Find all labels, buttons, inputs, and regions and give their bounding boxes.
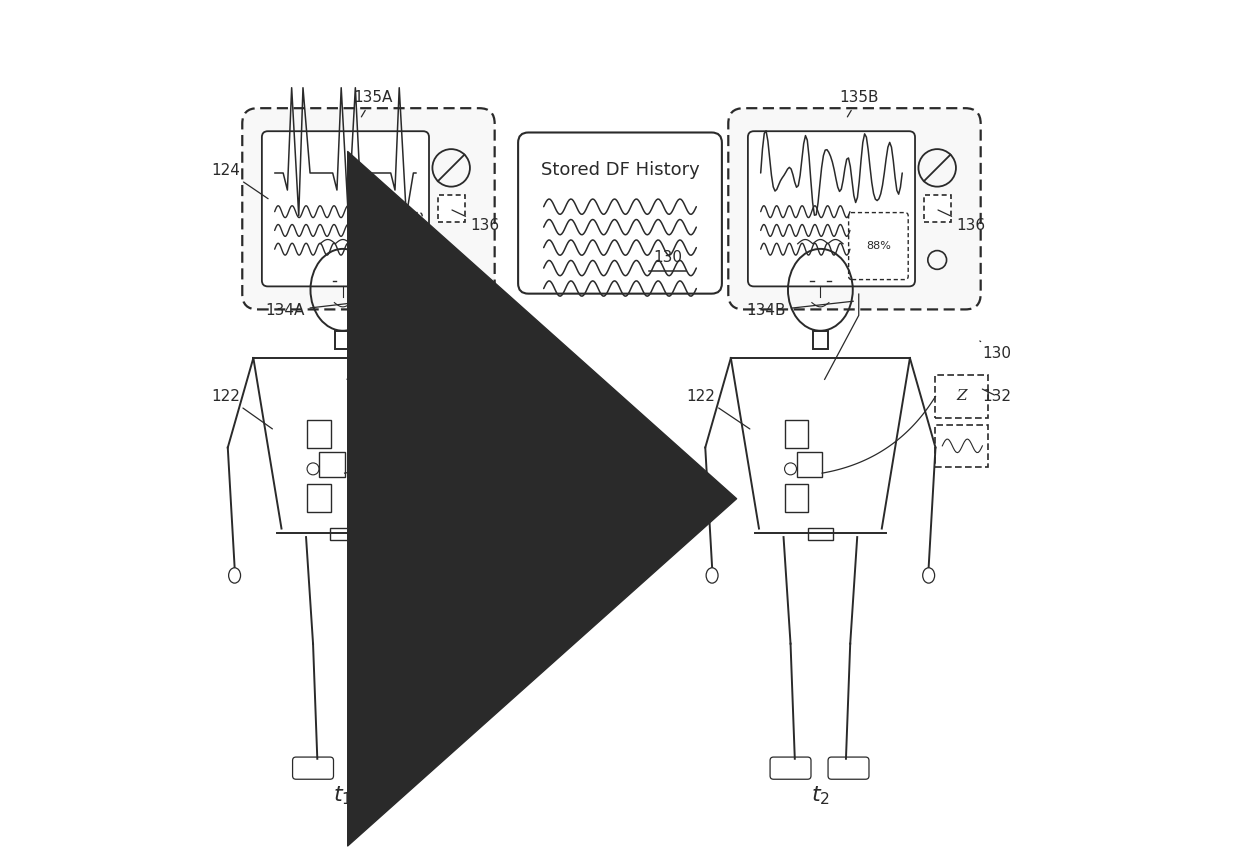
Bar xyxy=(812,331,828,350)
Bar xyxy=(807,528,833,540)
Text: 135A: 135A xyxy=(353,90,392,117)
Text: 135B: 135B xyxy=(839,90,878,117)
Bar xyxy=(335,331,351,350)
Bar xyxy=(935,375,988,418)
Bar xyxy=(458,424,511,468)
Text: 134B: 134B xyxy=(746,301,853,319)
Text: 122: 122 xyxy=(212,388,273,429)
Bar xyxy=(785,420,808,448)
Text: 122: 122 xyxy=(687,388,750,429)
Bar xyxy=(319,452,345,477)
Bar xyxy=(935,424,988,468)
Text: 130: 130 xyxy=(652,251,682,265)
FancyBboxPatch shape xyxy=(728,108,981,309)
Text: 136: 136 xyxy=(937,210,986,233)
Text: 130: 130 xyxy=(505,341,534,361)
Text: Stored DF History: Stored DF History xyxy=(541,161,699,179)
Text: 132: 132 xyxy=(982,388,1012,404)
Bar xyxy=(308,484,331,511)
Bar xyxy=(924,195,951,222)
Text: 130: 130 xyxy=(980,341,1012,361)
Text: 88%: 88% xyxy=(866,241,890,251)
FancyBboxPatch shape xyxy=(748,131,915,287)
Text: Z: Z xyxy=(479,389,490,404)
FancyBboxPatch shape xyxy=(848,213,908,280)
Bar xyxy=(308,420,331,448)
FancyBboxPatch shape xyxy=(362,213,422,280)
FancyBboxPatch shape xyxy=(518,133,722,294)
Text: $t_1$: $t_1$ xyxy=(334,784,352,807)
Text: Z: Z xyxy=(956,389,967,404)
Text: $t_2$: $t_2$ xyxy=(811,784,830,807)
Text: 124: 124 xyxy=(212,163,268,199)
Bar xyxy=(785,484,808,511)
FancyBboxPatch shape xyxy=(262,131,429,287)
Text: 136: 136 xyxy=(453,210,500,233)
Bar xyxy=(458,375,511,418)
Bar xyxy=(330,528,356,540)
FancyBboxPatch shape xyxy=(242,108,495,309)
Bar xyxy=(796,452,822,477)
Bar xyxy=(438,195,465,222)
Text: 132: 132 xyxy=(505,388,534,404)
Text: 134A: 134A xyxy=(265,301,367,319)
